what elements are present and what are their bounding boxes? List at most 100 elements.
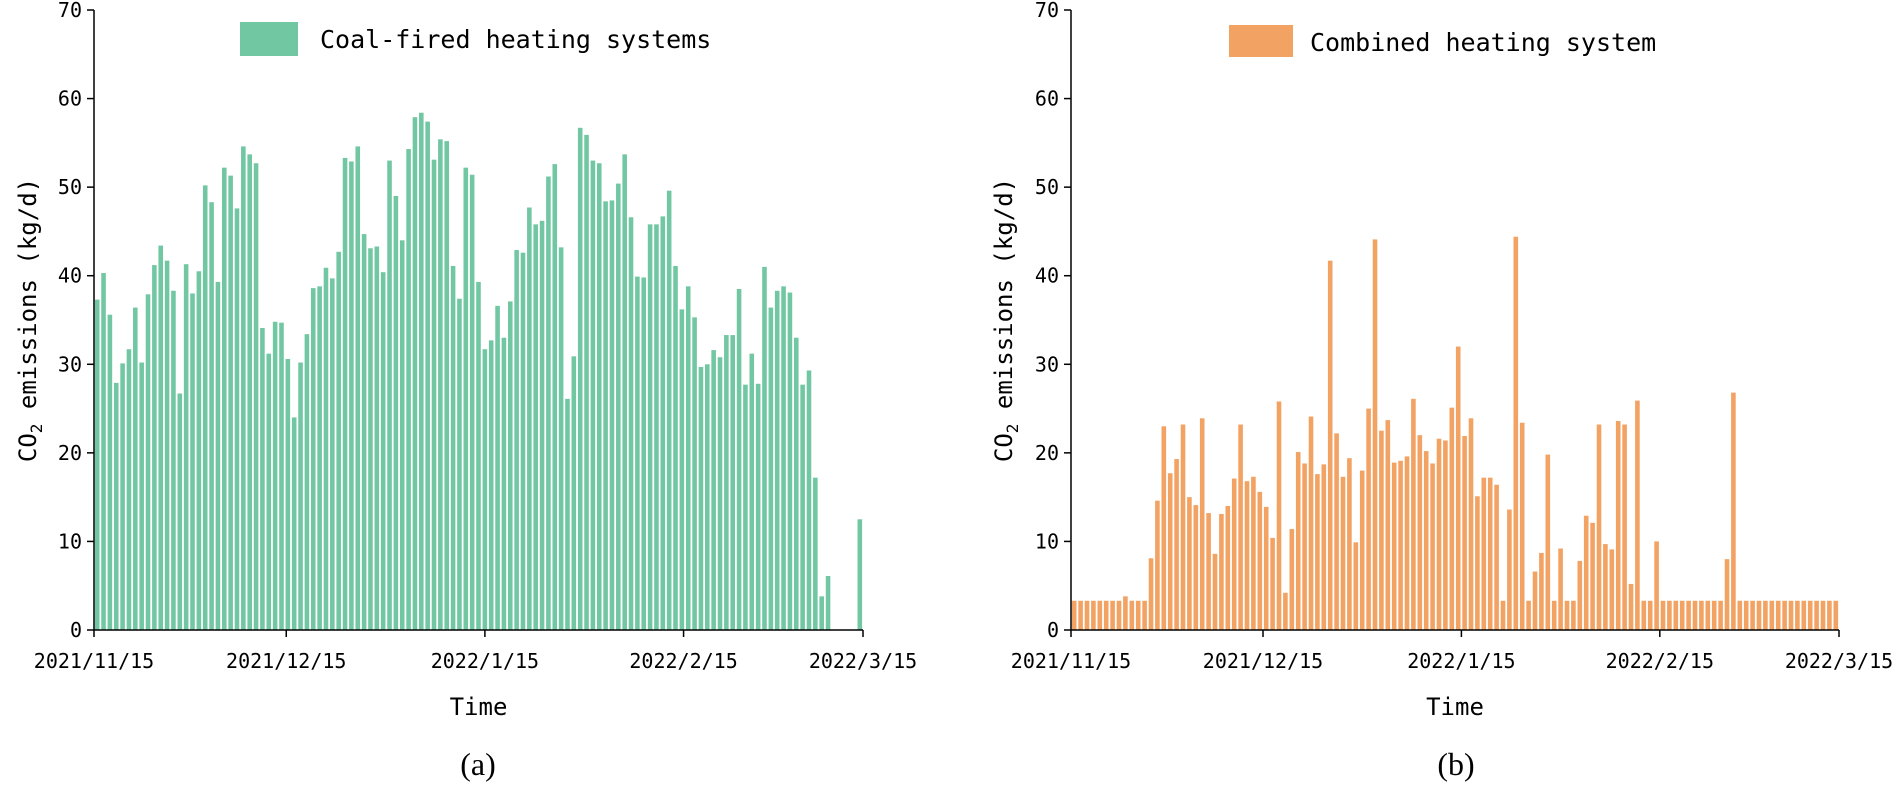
y-tick-label-b-50: 50	[1035, 175, 1059, 199]
bar-b-3	[1091, 600, 1096, 630]
bar-a-44	[374, 246, 380, 631]
y-axis-title-b: CO2 emissions (kg/d)	[990, 178, 1022, 462]
bar-a-12	[171, 290, 176, 630]
bar-b-75	[1551, 600, 1557, 630]
bar-a-17	[202, 185, 208, 630]
bar-a-7	[139, 362, 144, 630]
bar-b-63	[1475, 496, 1480, 630]
bar-b-47	[1372, 239, 1378, 630]
bar-b-17	[1180, 424, 1186, 630]
bar-b-28	[1251, 476, 1256, 630]
y-tick-label-b-10: 10	[1035, 529, 1059, 553]
bar-a-71	[546, 176, 551, 630]
bar-a-31	[291, 417, 297, 630]
bar-a-112	[806, 370, 812, 630]
bar-a-30	[285, 358, 291, 630]
bar-a-33	[304, 334, 310, 630]
bar-b-7	[1116, 600, 1122, 630]
bar-a-52	[425, 121, 430, 630]
bar-b-74	[1545, 454, 1551, 630]
bar-b-110	[1775, 600, 1781, 630]
bar-a-51	[419, 112, 424, 631]
caption-a: (a)	[460, 746, 496, 782]
bar-b-26	[1238, 424, 1243, 630]
bar-a-49	[406, 149, 411, 630]
x-tick-label-a-0: 2021/11/15	[34, 649, 154, 673]
bar-a-4	[120, 363, 125, 630]
bar-b-92	[1660, 600, 1666, 630]
y-tick-label-b-60: 60	[1035, 87, 1059, 111]
bar-a-21	[228, 175, 233, 630]
bar-a-106	[768, 307, 774, 630]
y-axis-title-sub-b: 2	[1003, 424, 1022, 434]
legend-swatch-b	[1229, 25, 1293, 57]
bar-b-55	[1423, 451, 1429, 630]
bar-b-78	[1571, 600, 1576, 630]
bar-b-42	[1340, 476, 1346, 630]
bar-a-66	[514, 250, 519, 630]
bar-a-82	[616, 183, 621, 630]
bar-a-20	[222, 167, 227, 630]
bar-b-43	[1347, 458, 1352, 630]
y-tick-label-b-20: 20	[1035, 441, 1059, 465]
bar-a-64	[501, 337, 507, 630]
bars-b	[1071, 236, 1839, 631]
bar-b-32	[1276, 401, 1282, 630]
bar-b-49	[1385, 420, 1391, 630]
bar-a-76	[577, 127, 583, 631]
bar-b-51	[1398, 460, 1403, 630]
panel-a-coal-fired: 0 10 20 30 40 50 60 70 2021/11/15 2021/12/15 2022/…	[14, 0, 917, 782]
bar-b-6	[1110, 600, 1115, 630]
bar-b-22	[1212, 553, 1218, 630]
y-tick-label-b-30: 30	[1035, 352, 1059, 376]
bar-a-120	[857, 519, 863, 630]
caption-b: (b)	[1437, 746, 1474, 782]
bar-a-10	[158, 245, 164, 630]
bar-b-93	[1667, 600, 1672, 630]
bar-a-16	[196, 271, 202, 630]
bar-b-98	[1699, 600, 1704, 630]
bar-a-42	[361, 234, 367, 630]
bar-b-103	[1731, 392, 1736, 630]
bar-a-75	[571, 356, 577, 630]
bar-b-23	[1219, 513, 1224, 630]
bar-b-57	[1436, 438, 1442, 630]
bar-b-35	[1295, 451, 1301, 630]
bar-b-76	[1558, 548, 1563, 630]
bar-b-99	[1705, 600, 1711, 630]
bar-a-14	[183, 264, 189, 630]
bar-b-2	[1084, 600, 1090, 630]
bar-b-70	[1519, 422, 1525, 630]
y-tick-label-a-0: 0	[70, 618, 82, 642]
bar-a-110	[793, 337, 799, 630]
bar-b-116	[1814, 600, 1819, 630]
bar-b-13	[1155, 500, 1160, 630]
bar-a-97	[711, 350, 716, 630]
bar-b-41	[1334, 433, 1339, 630]
bar-a-38	[336, 251, 341, 631]
bar-a-100	[730, 335, 736, 630]
bar-a-8	[145, 294, 151, 630]
bar-a-18	[209, 202, 214, 630]
y-tick-label-b-70: 70	[1035, 0, 1059, 22]
bar-b-8	[1123, 596, 1128, 630]
y-axis-title-a: CO2 emissions (kg/d)	[14, 178, 46, 462]
bar-b-33	[1283, 592, 1288, 630]
bar-b-24	[1225, 506, 1231, 630]
bar-a-29	[279, 322, 284, 630]
bar-b-38	[1315, 474, 1320, 630]
bar-b-97	[1692, 600, 1698, 630]
bar-b-90	[1647, 600, 1653, 630]
bar-a-60	[476, 281, 481, 630]
x-tick-label-b-0: 2021/11/15	[1011, 649, 1131, 673]
bar-a-48	[399, 240, 405, 631]
bar-a-95	[698, 366, 704, 630]
bar-a-107	[774, 290, 780, 630]
bar-b-12	[1148, 558, 1154, 630]
y-tick-label-a-20: 20	[58, 441, 82, 465]
bar-a-65	[507, 301, 513, 630]
bar-b-89	[1641, 600, 1647, 630]
bar-a-28	[272, 321, 278, 630]
bar-a-101	[736, 289, 742, 630]
bar-b-52	[1404, 456, 1410, 630]
